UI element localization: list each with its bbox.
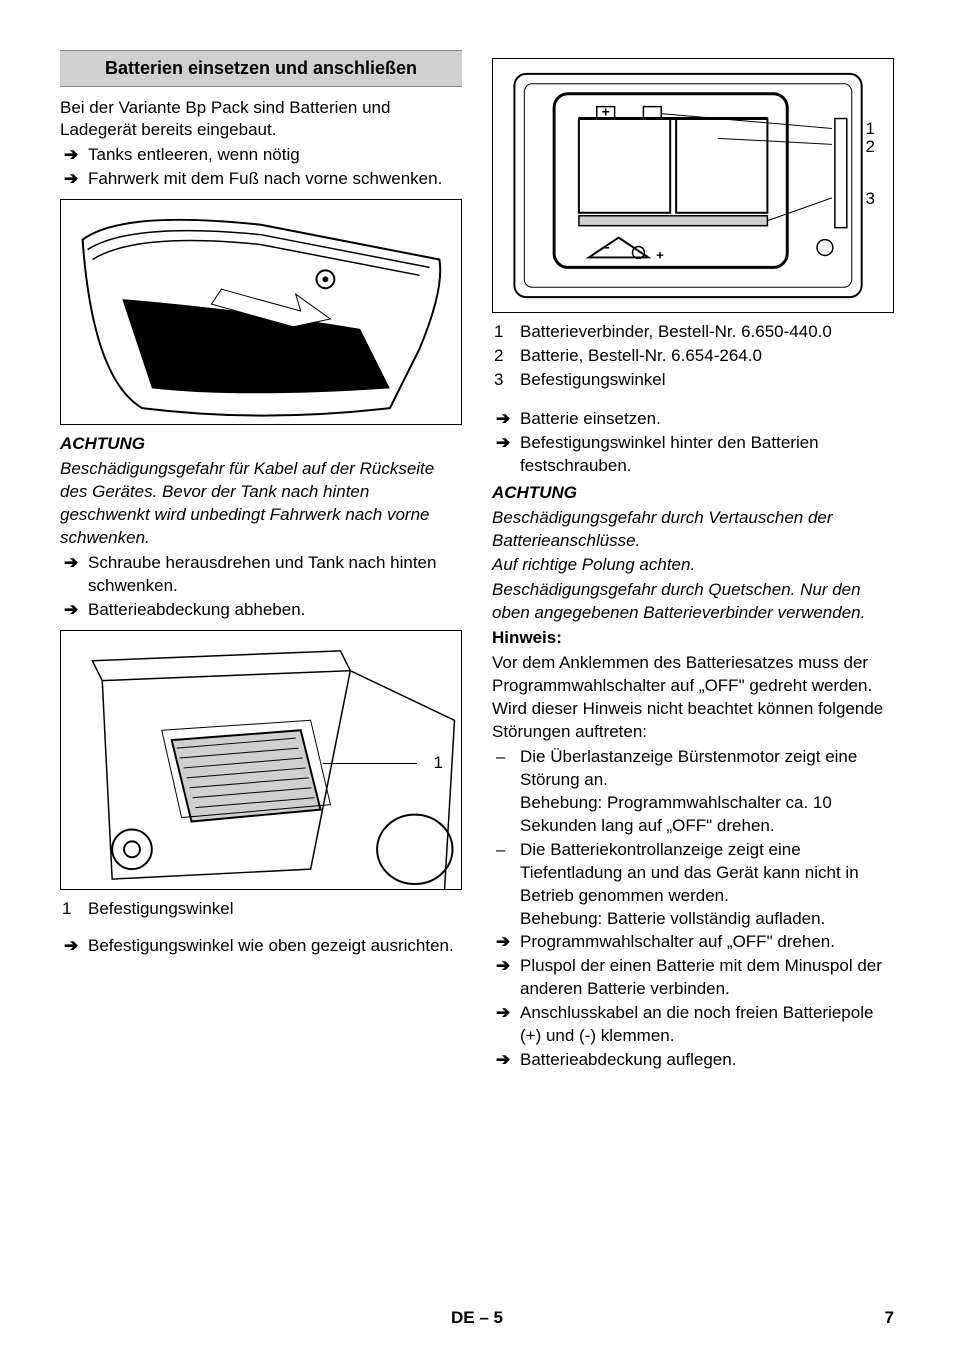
fault-item: Die Überlastanzeige Bürstenmotor zeigt e…: [492, 746, 894, 838]
page-footer: DE – 5 7: [0, 1308, 954, 1328]
right-column: + − + 1 2 3 1Batterieverbinder, Be: [492, 50, 894, 1073]
callout-2: 2: [866, 137, 875, 157]
intro-text: Bei der Variante Bp Pack sind Batterien …: [60, 97, 462, 143]
footer-center: DE – 5: [451, 1308, 503, 1328]
achtung-label: ACHTUNG: [492, 482, 894, 505]
step-list-4: Batterie einsetzen. Befestigungswinkel h…: [492, 408, 894, 478]
step-item: Batterieabdeckung auflegen.: [492, 1049, 894, 1072]
hinweis-label: Hinweis:: [492, 627, 894, 650]
legend-item: 3Befestigungswinkel: [492, 369, 894, 392]
battery-illustration: + − +: [493, 59, 893, 312]
section-header: Batterien einsetzen und anschließen: [60, 50, 462, 87]
legend-item: 1Batterieverbinder, Bestell-Nr. 6.650-44…: [492, 321, 894, 344]
step-item: Fahrwerk mit dem Fuß nach vorne schwenke…: [60, 168, 462, 191]
step-list-1: Tanks entleeren, wenn nötig Fahrwerk mit…: [60, 144, 462, 191]
step-item: Batterieabdeckung abheben.: [60, 599, 462, 622]
swivel-illustration: [61, 200, 461, 424]
svg-text:+: +: [602, 104, 610, 120]
step-item: Befestigungswinkel wie oben gezeigt ausr…: [60, 935, 462, 958]
figure-bracket: 1: [60, 630, 462, 890]
step-list-2: Schraube herausdrehen und Tank nach hint…: [60, 552, 462, 622]
bracket-illustration: [61, 631, 461, 889]
achtung-text: Beschädigungsgefahr durch Quetschen. Nur…: [492, 579, 894, 625]
callout-1: 1: [434, 753, 443, 773]
legend-fig3: 1Batterieverbinder, Bestell-Nr. 6.650-44…: [492, 321, 894, 392]
step-item: Pluspol der einen Batterie mit dem Minus…: [492, 955, 894, 1001]
legend-fig2: 1Befestigungswinkel: [60, 898, 462, 921]
step-item: Batterie einsetzen.: [492, 408, 894, 431]
fault-item: Die Batteriekontrollanzeige zeigt eine T…: [492, 839, 894, 931]
step-item: Programmwahlschalter auf „OFF" drehen.: [492, 931, 894, 954]
achtung-text: Beschädigungsgefahr durch Vertauschen de…: [492, 507, 894, 553]
callout-3: 3: [866, 189, 875, 209]
legend-item: 2Batterie, Bestell-Nr. 6.654-264.0: [492, 345, 894, 368]
step-item: Tanks entleeren, wenn nötig: [60, 144, 462, 167]
svg-text:+: +: [656, 247, 664, 262]
achtung-text: Beschädigungsgefahr für Kabel auf der Rü…: [60, 458, 462, 550]
figure-swivel: [60, 199, 462, 425]
step-item: Schraube herausdrehen und Tank nach hint…: [60, 552, 462, 598]
callout-1: 1: [866, 119, 875, 139]
step-list-3: Befestigungswinkel wie oben gezeigt ausr…: [60, 935, 462, 958]
step-list-5: Programmwahlschalter auf „OFF" drehen. P…: [492, 931, 894, 1072]
left-column: Batterien einsetzen und anschließen Bei …: [60, 50, 462, 1073]
fault-list: Die Überlastanzeige Bürstenmotor zeigt e…: [492, 746, 894, 931]
figure-battery-compartment: + − + 1 2 3: [492, 58, 894, 313]
achtung-text: Auf richtige Polung achten.: [492, 554, 894, 577]
step-item: Befestigungswinkel hinter den Batterien …: [492, 432, 894, 478]
svg-text:−: −: [602, 239, 610, 255]
step-item: Anschlusskabel an die noch freien Batter…: [492, 1002, 894, 1048]
page-number: 7: [503, 1308, 894, 1328]
legend-item: 1Befestigungswinkel: [60, 898, 462, 921]
achtung-label: ACHTUNG: [60, 433, 462, 456]
hinweis-text: Vor dem Anklemmen des Batteriesatzes mus…: [492, 652, 894, 744]
